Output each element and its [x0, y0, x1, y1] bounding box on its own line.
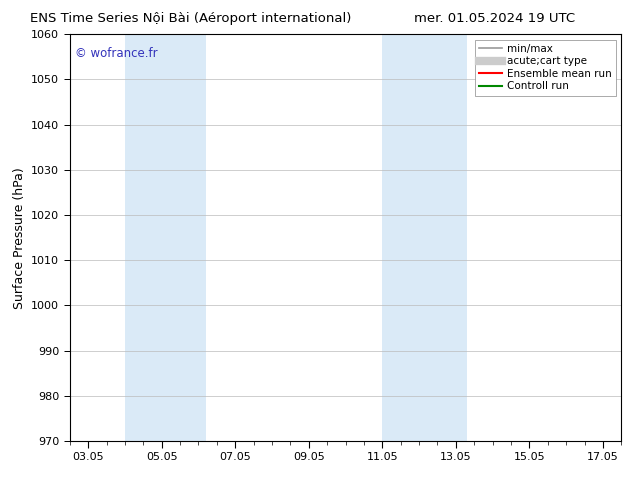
Text: mer. 01.05.2024 19 UTC: mer. 01.05.2024 19 UTC	[414, 12, 575, 25]
Legend: min/max, acute;cart type, Ensemble mean run, Controll run: min/max, acute;cart type, Ensemble mean …	[475, 40, 616, 96]
Text: © wofrance.fr: © wofrance.fr	[75, 47, 158, 59]
Bar	[382, 34, 467, 441]
Text: ENS Time Series Nội Bài (Aéroport international): ENS Time Series Nội Bài (Aéroport intern…	[30, 12, 351, 25]
Y-axis label: Surface Pressure (hPa): Surface Pressure (hPa)	[13, 167, 25, 309]
Bar	[125, 34, 206, 441]
